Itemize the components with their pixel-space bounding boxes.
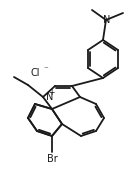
Text: Br: Br — [47, 154, 57, 164]
Text: +: + — [48, 88, 55, 97]
Text: N: N — [103, 15, 111, 25]
Text: ⁻: ⁻ — [44, 65, 48, 75]
Text: $\mathregular{N}$: $\mathregular{N}$ — [45, 90, 53, 102]
Text: Cl: Cl — [30, 68, 40, 78]
